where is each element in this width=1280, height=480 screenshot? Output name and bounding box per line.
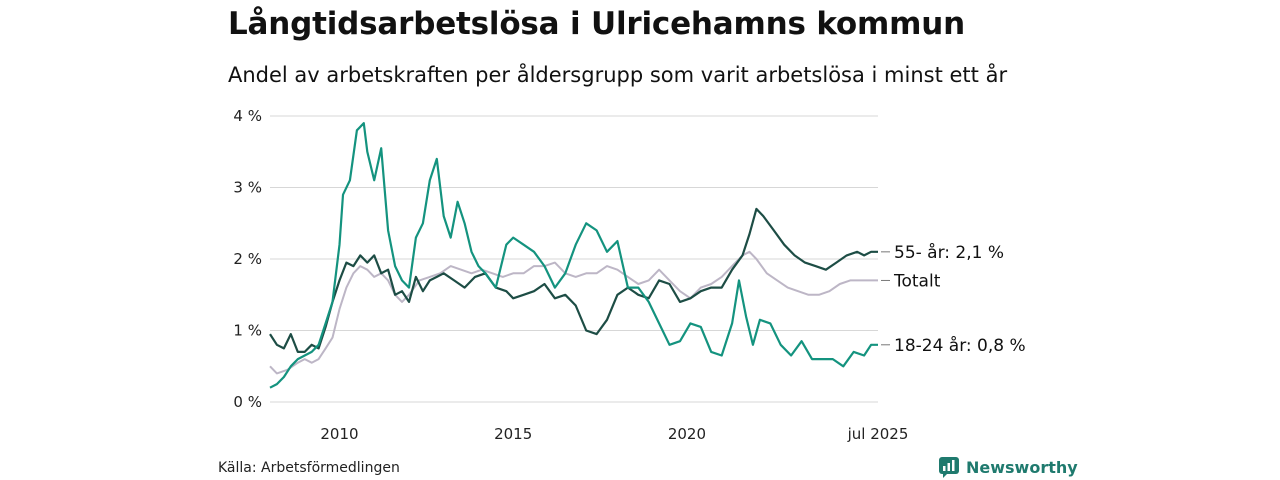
y-tick-label: 3 % bbox=[233, 179, 262, 197]
y-tick-label: 0 % bbox=[233, 393, 262, 411]
y-axis-ticks: 0 % 1 % 2 % 3 % 4 % bbox=[233, 107, 262, 411]
series-line-age_18_24 bbox=[269, 122, 878, 389]
y-tick-label: 4 % bbox=[233, 107, 262, 125]
chart-title: Långtidsarbetslösa i Ulricehamns kommun bbox=[228, 6, 965, 42]
series-end-label-total: Totalt bbox=[893, 271, 941, 291]
y-tick-label: 1 % bbox=[233, 322, 262, 340]
x-tick-label: 2015 bbox=[494, 425, 532, 443]
grid-lines bbox=[270, 115, 878, 403]
x-tick-label: 2020 bbox=[668, 425, 706, 443]
x-axis-ticks: 2010 2015 2020 jul 2025 bbox=[320, 425, 908, 443]
series-line-age_55 bbox=[269, 207, 878, 353]
series-lines bbox=[269, 122, 878, 389]
chart-subtitle: Andel av arbetskraften per åldersgrupp s… bbox=[228, 63, 1008, 87]
series-end-labels: Totalt 55- år: 2,1 % 18-24 år: 0,8 % bbox=[881, 242, 1026, 356]
x-tick-label: 2010 bbox=[320, 425, 358, 443]
series-end-label-age_18_24: 18-24 år: 0,8 % bbox=[894, 335, 1026, 356]
brand-logo[interactable]: Newsworthy bbox=[938, 456, 1078, 478]
brand-name: Newsworthy bbox=[966, 457, 1078, 477]
source-note: Källa: Arbetsförmedlingen bbox=[218, 460, 400, 476]
x-tick-label: jul 2025 bbox=[847, 425, 909, 443]
y-tick-label: 2 % bbox=[233, 250, 262, 268]
series-line-total bbox=[269, 250, 878, 375]
series-end-label-age_55: 55- år: 2,1 % bbox=[894, 242, 1004, 263]
newsworthy-icon bbox=[939, 457, 959, 478]
